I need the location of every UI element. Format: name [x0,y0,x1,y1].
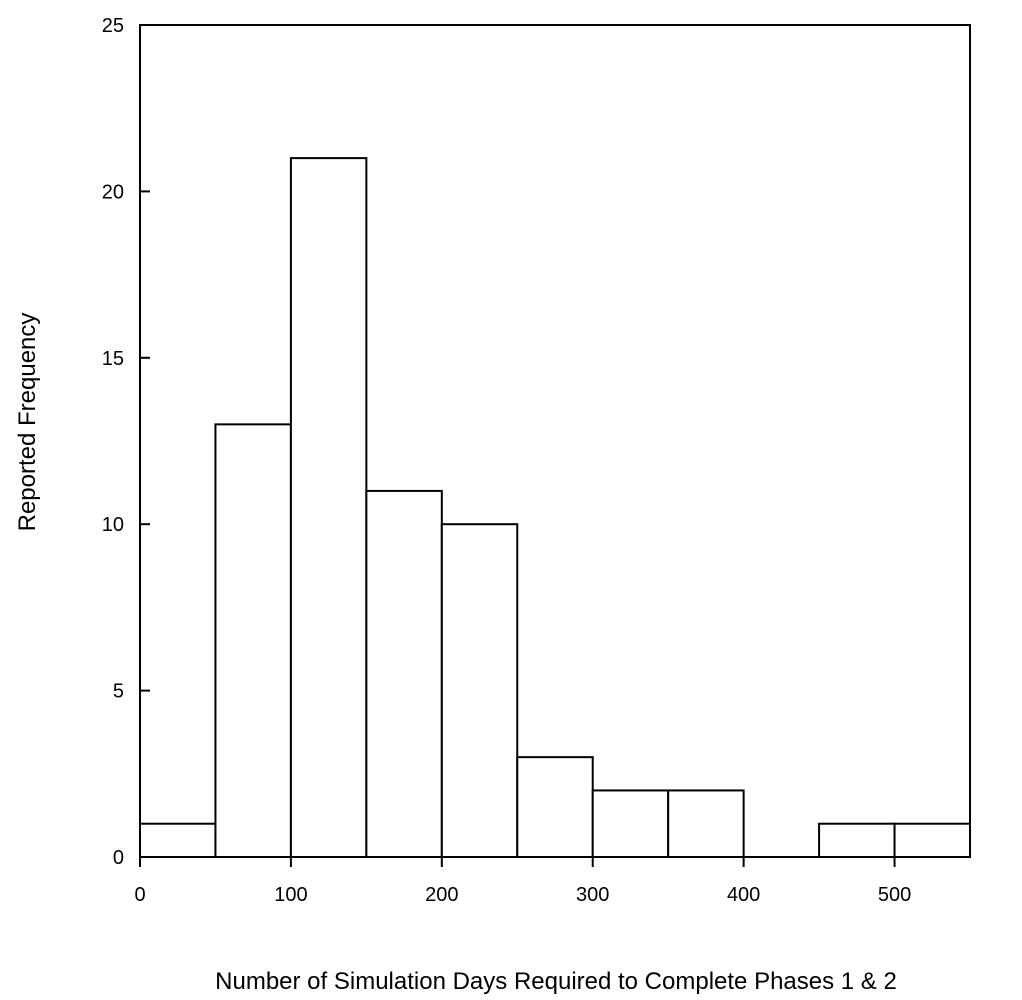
histogram-bar-100-150 [289,157,368,858]
histogram-bar-0-50 [139,822,217,858]
y-axis-ticks: 0 5 10 15 20 25 [102,15,150,869]
histogram-bar-50-100 [214,423,292,858]
histogram-bar-450-500 [818,822,896,858]
y-tick-label: 0 [113,847,124,869]
x-tick-label: 400 [727,884,760,906]
y-tick-label: 5 [113,681,124,703]
y-tick-label: 20 [102,181,124,203]
y-axis-title: Reported Frequency [14,313,41,532]
plot-area-frame [139,24,971,858]
histogram-bar-300-350 [591,789,670,858]
x-axis-title: Number of Simulation Days Required to Co… [215,968,897,995]
bars-group [139,157,972,858]
y-tick-label: 25 [102,15,124,37]
histogram-bar-350-400 [667,789,745,858]
x-tick-label: 500 [878,884,911,906]
histogram-bar-150-200 [365,489,443,858]
x-tick-label: 100 [274,884,307,906]
x-axis-ticks: 0 100 200 300 400 500 [134,857,911,906]
histogram-bar-250-300 [516,756,594,858]
y-tick-label: 15 [102,348,124,370]
x-tick-label: 300 [576,884,609,906]
y-tick-label: 10 [102,514,124,536]
histogram-bar-200-250 [440,523,519,858]
x-tick-label: 200 [425,884,458,906]
x-tick-label: 0 [134,884,145,906]
histogram-bar-500-550 [893,822,972,858]
